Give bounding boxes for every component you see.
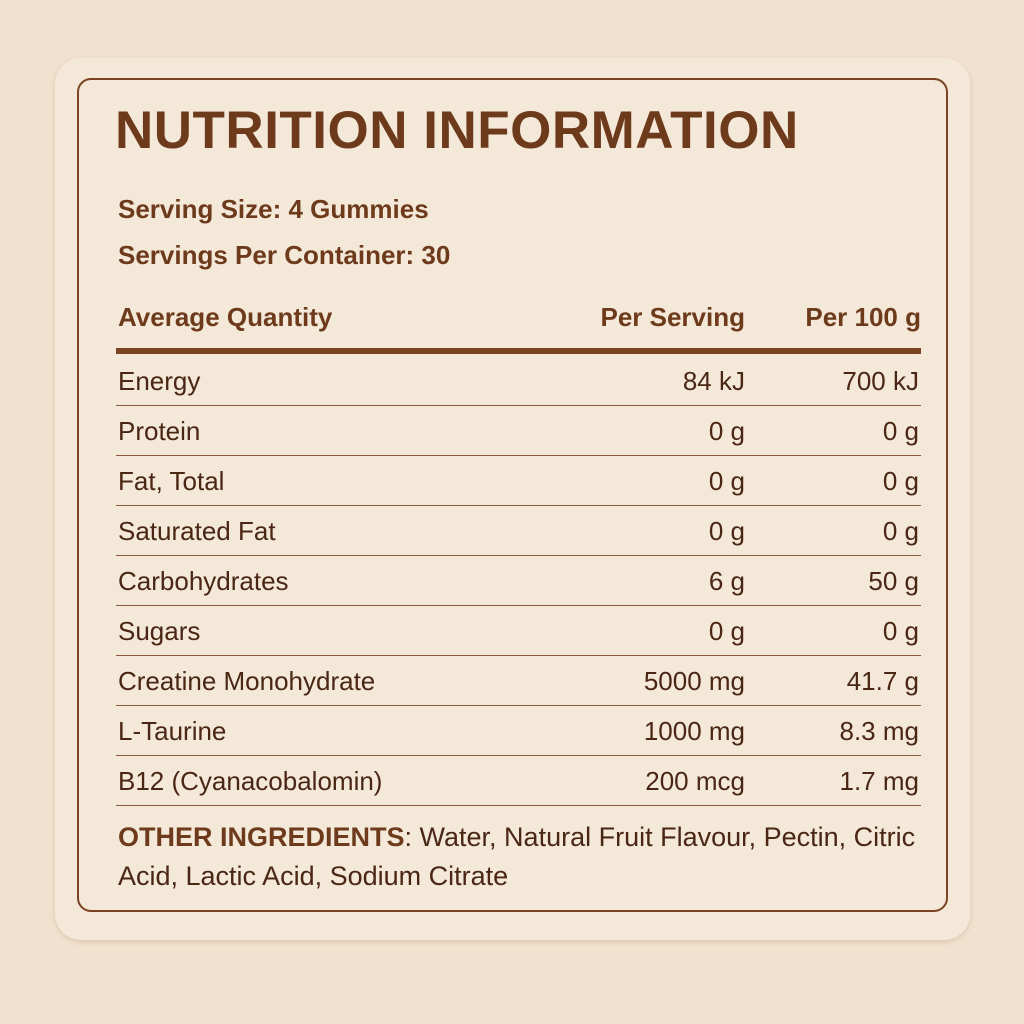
header-per-100g: Per 100 g xyxy=(805,302,921,332)
per-100g-value: 41.7 g xyxy=(846,666,919,696)
table-row: Protein 0 g 0 g xyxy=(116,406,921,456)
nutrient-name: Carbohydrates xyxy=(118,566,289,596)
nutrient-name: Fat, Total xyxy=(118,466,225,496)
nutrient-name: Saturated Fat xyxy=(118,516,276,546)
per-100g-value: 8.3 mg xyxy=(839,716,920,746)
table-row: Saturated Fat 0 g 0 g xyxy=(116,506,921,556)
per-100g-value: 50 g xyxy=(868,566,919,596)
table-row: B12 (Cyanacobalomin) 200 mcg 1.7 mg xyxy=(116,756,921,806)
per-serving-value: 0 g xyxy=(708,466,745,496)
table-row: L-Taurine 1000 mg 8.3 mg xyxy=(116,706,921,756)
table-row: Fat, Total 0 g 0 g xyxy=(116,456,921,506)
per-serving-value: 0 g xyxy=(708,516,745,546)
table-row: Energy 84 kJ 700 kJ xyxy=(116,356,921,406)
nutrient-name: B12 (Cyanacobalomin) xyxy=(118,766,383,796)
header-average-quantity: Average Quantity xyxy=(118,302,333,332)
per-serving-value: 0 g xyxy=(708,616,745,646)
table-row: Sugars 0 g 0 g xyxy=(116,606,921,656)
nutrient-name: Creatine Monohydrate xyxy=(118,666,376,696)
header-divider xyxy=(116,348,921,354)
nutrient-name: L-Taurine xyxy=(118,716,227,746)
label-title: NUTRITION INFORMATION xyxy=(115,101,799,160)
table-row: Carbohydrates 6 g 50 g xyxy=(116,556,921,606)
per-serving-value: 84 kJ xyxy=(682,366,745,396)
label-border: NUTRITION INFORMATION Serving Size: 4 Gu… xyxy=(77,78,948,912)
per-100g-value: 700 kJ xyxy=(842,366,919,396)
ingredients-text: : Water, Natural Fruit Flavour, Pectin, … xyxy=(118,822,916,891)
nutrient-name: Energy xyxy=(118,366,201,396)
nutrient-name: Protein xyxy=(118,416,201,446)
table-header: Average Quantity Per Serving Per 100 g xyxy=(118,298,921,338)
per-100g-value: 1.7 mg xyxy=(839,766,920,796)
header-per-serving: Per Serving xyxy=(600,302,745,332)
per-serving-value: 6 g xyxy=(708,566,745,596)
nutrition-label-card: NUTRITION INFORMATION Serving Size: 4 Gu… xyxy=(55,58,970,940)
table-row: Creatine Monohydrate 5000 mg 41.7 g xyxy=(116,656,921,706)
servings-per-container: Servings Per Container: 30 xyxy=(118,240,451,270)
per-serving-value: 0 g xyxy=(708,416,745,446)
other-ingredients: OTHER INGREDIENTS: Water, Natural Fruit … xyxy=(118,818,928,896)
nutrient-name: Sugars xyxy=(118,616,201,646)
ingredients-label: OTHER INGREDIENTS xyxy=(118,822,405,852)
per-100g-value: 0 g xyxy=(882,516,919,546)
per-serving-value: 1000 mg xyxy=(643,716,745,746)
per-100g-value: 0 g xyxy=(882,416,919,446)
per-100g-value: 0 g xyxy=(882,466,919,496)
per-100g-value: 0 g xyxy=(882,616,919,646)
per-serving-value: 5000 mg xyxy=(643,666,745,696)
serving-size: Serving Size: 4 Gummies xyxy=(118,194,429,224)
per-serving-value: 200 mcg xyxy=(645,766,745,796)
